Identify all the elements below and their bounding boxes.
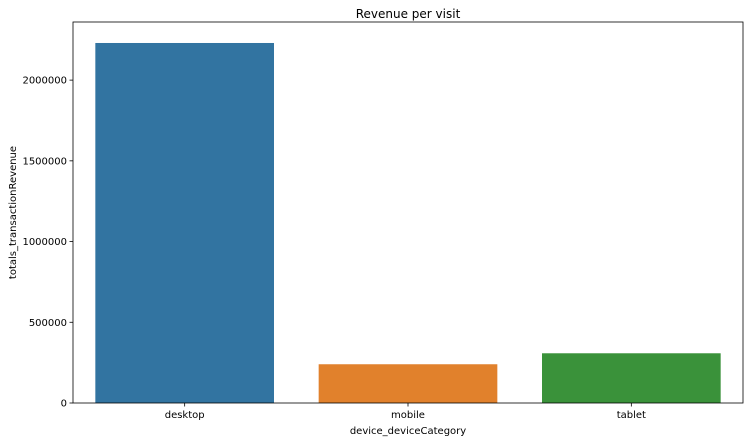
y-axis-label: totals_transactionRevenue <box>8 146 19 279</box>
x-axis-ticks: desktop mobile tablet <box>165 403 646 421</box>
y-tick-label: 1500000 <box>22 156 67 167</box>
y-axis-ticks: 0 500000 1000000 1500000 2000000 <box>22 76 73 410</box>
x-tick-label: mobile <box>391 410 425 421</box>
bar-tablet <box>542 353 721 403</box>
chart-title: Revenue per visit <box>356 7 461 21</box>
y-tick-label: 1000000 <box>22 237 67 248</box>
bar-mobile <box>318 364 498 403</box>
bars <box>95 42 721 403</box>
x-tick-label: tablet <box>617 410 646 421</box>
bar-desktop <box>95 42 274 403</box>
y-tick-label: 500000 <box>29 318 67 329</box>
x-tick-label: desktop <box>165 410 205 421</box>
y-tick-label: 0 <box>61 399 67 410</box>
x-axis-label: device_deviceCategory <box>350 426 466 437</box>
plot-frame <box>72 21 744 404</box>
y-tick-label: 2000000 <box>22 76 67 87</box>
